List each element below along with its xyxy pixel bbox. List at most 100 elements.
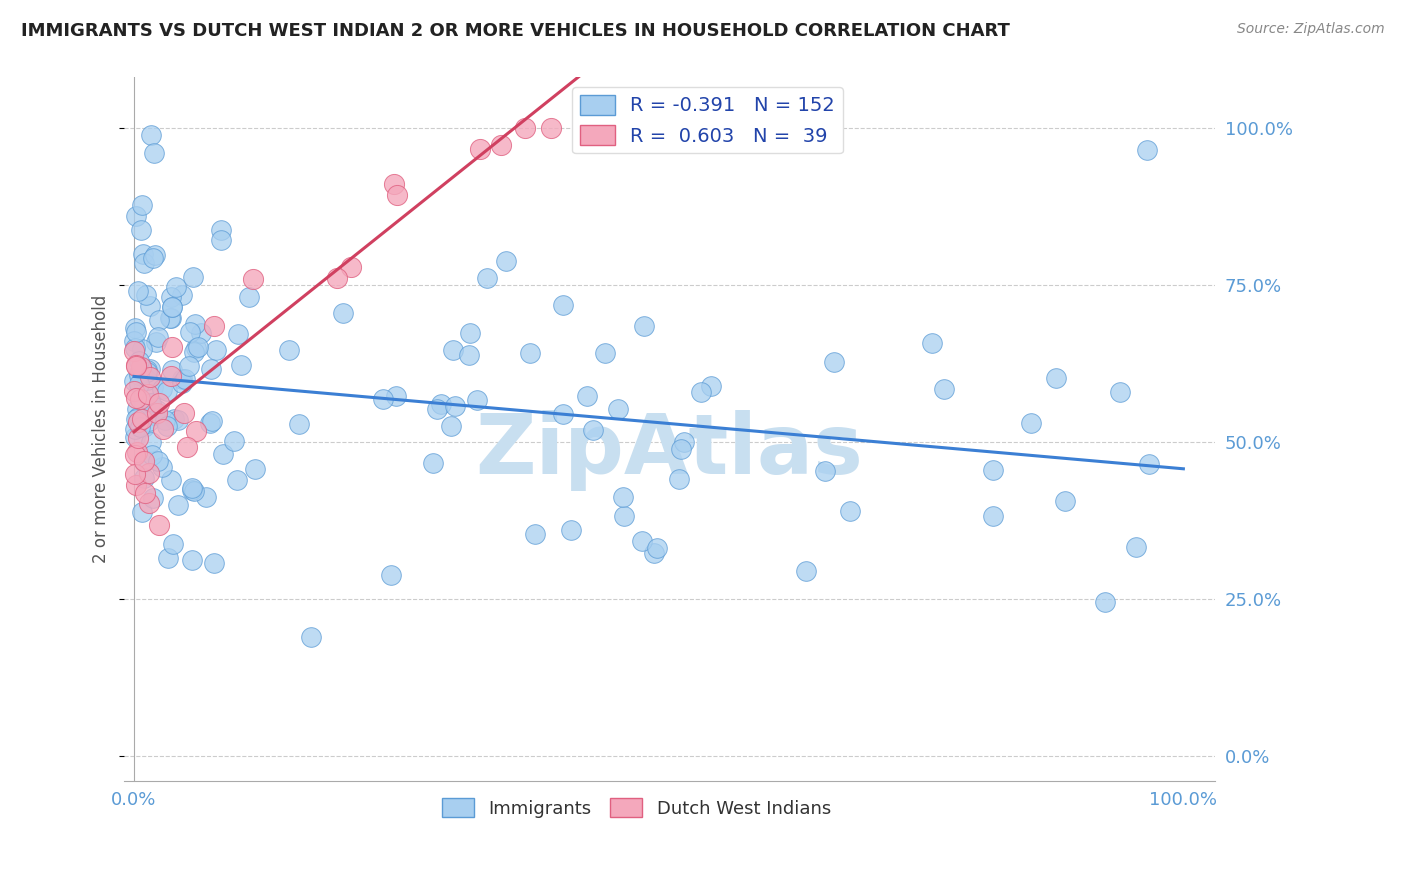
Point xyxy=(441,343,464,357)
Point xyxy=(157,551,180,566)
Point xyxy=(143,248,166,262)
Point xyxy=(981,463,1004,477)
Point xyxy=(226,473,249,487)
Point xyxy=(1053,494,1076,508)
Point xyxy=(425,402,447,417)
Point xyxy=(524,526,547,541)
Point xyxy=(129,359,152,374)
Point xyxy=(200,414,222,428)
Point xyxy=(124,422,146,436)
Point xyxy=(124,210,146,224)
Point xyxy=(179,359,201,373)
Point xyxy=(125,326,148,340)
Point xyxy=(141,128,163,142)
Point xyxy=(794,564,817,578)
Point xyxy=(124,341,146,355)
Point xyxy=(489,138,512,153)
Point xyxy=(1109,384,1132,399)
Point xyxy=(839,504,862,518)
Point xyxy=(560,524,582,538)
Point xyxy=(200,361,222,376)
Point xyxy=(186,424,208,438)
Point xyxy=(174,372,197,386)
Point xyxy=(138,414,160,428)
Point xyxy=(631,533,654,548)
Point xyxy=(1045,370,1067,384)
Point xyxy=(136,365,159,379)
Point xyxy=(278,343,301,358)
Point xyxy=(160,363,183,377)
Point xyxy=(124,412,146,426)
Point xyxy=(444,399,467,413)
Point xyxy=(138,496,160,510)
Point xyxy=(645,541,668,555)
Point xyxy=(575,389,598,403)
Point xyxy=(643,546,665,560)
Point xyxy=(475,271,498,285)
Point xyxy=(689,384,711,399)
Point xyxy=(128,368,150,383)
Text: ZipAtlas: ZipAtlas xyxy=(475,409,863,491)
Point xyxy=(142,146,165,161)
Point xyxy=(202,556,225,570)
Point xyxy=(183,344,205,359)
Point xyxy=(1021,416,1043,430)
Point xyxy=(146,454,169,468)
Point xyxy=(422,456,444,470)
Point xyxy=(142,491,165,505)
Point xyxy=(205,343,228,358)
Point xyxy=(242,272,264,286)
Point xyxy=(160,300,183,314)
Point xyxy=(131,411,153,425)
Point xyxy=(146,406,169,420)
Point xyxy=(132,453,155,467)
Point xyxy=(170,288,193,302)
Point xyxy=(1136,143,1159,157)
Point xyxy=(146,330,169,344)
Point xyxy=(204,318,226,333)
Point xyxy=(515,120,537,135)
Point xyxy=(332,306,354,320)
Point xyxy=(136,373,159,387)
Point xyxy=(159,289,181,303)
Point xyxy=(125,359,148,373)
Point xyxy=(176,440,198,454)
Point xyxy=(127,431,149,445)
Point xyxy=(181,270,204,285)
Point xyxy=(146,403,169,417)
Point xyxy=(209,223,232,237)
Point xyxy=(131,505,153,519)
Point xyxy=(430,396,453,410)
Point xyxy=(166,498,188,512)
Point xyxy=(145,334,167,349)
Point xyxy=(495,254,517,268)
Point xyxy=(122,384,145,398)
Point xyxy=(172,376,194,390)
Text: Source: ZipAtlas.com: Source: ZipAtlas.com xyxy=(1237,22,1385,37)
Point xyxy=(152,422,174,436)
Point xyxy=(138,396,160,410)
Point xyxy=(125,391,148,405)
Point xyxy=(139,435,162,450)
Point xyxy=(382,177,405,191)
Point xyxy=(288,417,311,431)
Point xyxy=(142,408,165,422)
Point xyxy=(371,392,394,406)
Point xyxy=(162,537,184,551)
Point xyxy=(136,363,159,377)
Point xyxy=(243,462,266,476)
Point xyxy=(160,340,183,354)
Point xyxy=(134,486,156,500)
Point xyxy=(385,187,408,202)
Point xyxy=(458,326,481,341)
Point xyxy=(163,411,186,425)
Point xyxy=(165,280,187,294)
Point xyxy=(981,509,1004,524)
Point xyxy=(124,430,146,444)
Point xyxy=(132,419,155,434)
Point xyxy=(139,370,162,384)
Point xyxy=(1094,595,1116,609)
Point xyxy=(540,120,562,135)
Point xyxy=(124,448,146,462)
Point xyxy=(160,368,183,383)
